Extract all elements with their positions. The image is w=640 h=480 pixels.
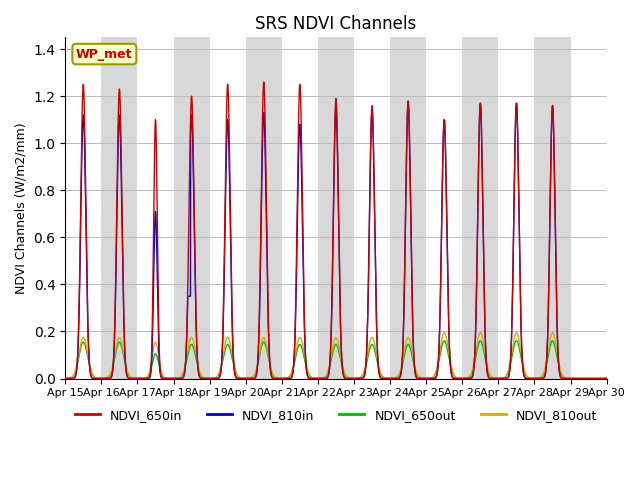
Bar <box>318 37 354 379</box>
Bar <box>390 37 426 379</box>
Title: SRS NDVI Channels: SRS NDVI Channels <box>255 15 417 33</box>
Y-axis label: NDVI Channels (W/m2/mm): NDVI Channels (W/m2/mm) <box>15 122 28 294</box>
Legend: NDVI_650in, NDVI_810in, NDVI_650out, NDVI_810out: NDVI_650in, NDVI_810in, NDVI_650out, NDV… <box>70 404 602 427</box>
Bar <box>101 37 138 379</box>
Bar <box>173 37 210 379</box>
Bar <box>246 37 282 379</box>
Bar <box>534 37 570 379</box>
Text: WP_met: WP_met <box>76 48 132 60</box>
Bar <box>462 37 499 379</box>
